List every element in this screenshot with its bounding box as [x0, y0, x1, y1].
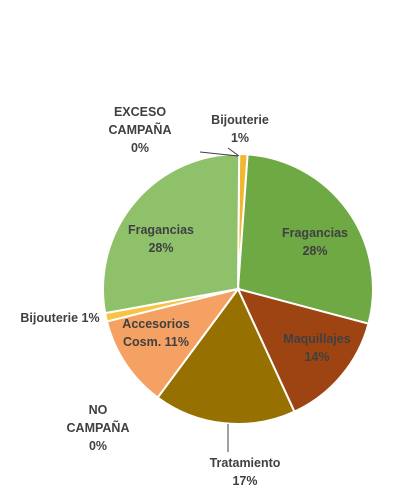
pie-slice-tratamiento [156, 287, 296, 425]
slice-label-no-campaña: NO CAMPAÑA 0% [67, 403, 130, 453]
pie-slice-fragancias [102, 153, 241, 315]
slice-label-accesorios-cosm-: Accesorios Cosm. 11% [122, 317, 189, 349]
pie-slices [102, 153, 374, 425]
slice-label-fragancias: Fragancias 28% [282, 226, 348, 258]
pie-slice-accesorios-cosm- [105, 287, 241, 399]
leader-line-bijouterie [227, 147, 240, 157]
leader-line-exceso-campaña [199, 151, 239, 157]
slice-labels: Bijouterie 1% Fragancias 28% Maquillajes 14% T… [20, 105, 350, 488]
slice-label-bijouterie: Bijouterie 1% [20, 311, 99, 325]
slice-label-maquillajes: Maquillajes 14% [283, 332, 350, 364]
slice-label-exceso-campaña: EXCESO CAMPAÑA 0% [109, 105, 172, 155]
leader-lines [199, 147, 240, 452]
slice-label-bijouterie: Bijouterie 1% [211, 113, 269, 145]
pie-slice-maquillajes [236, 287, 370, 413]
slice-label-fragancias: Fragancias 28% [128, 223, 194, 255]
slice-label-tratamiento: Tratamiento 17% [210, 456, 281, 488]
pie-slice-fragancias [236, 153, 374, 325]
